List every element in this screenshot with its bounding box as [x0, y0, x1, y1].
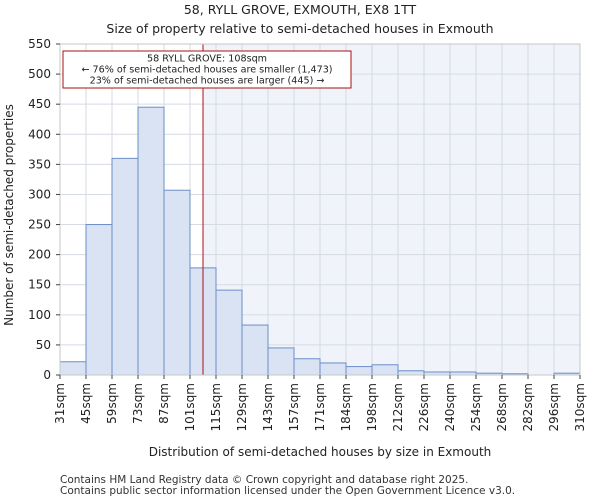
bar-198sqm: [371, 364, 399, 376]
bars: [59, 106, 581, 376]
bar-115sqm: [215, 289, 243, 376]
y-tick-label: 350: [28, 157, 51, 171]
annotation-box: [62, 50, 352, 89]
annotation-larger: 23% of semi-detached houses are larger (…: [90, 76, 325, 87]
x-tick-label: 143sqm: [261, 383, 275, 431]
x-tick-label: 157sqm: [287, 383, 301, 431]
y-tick-label: 450: [28, 97, 51, 111]
y-tick-label: 0: [43, 368, 51, 382]
bar-45sqm: [85, 224, 113, 376]
x-tick-label: 171sqm: [313, 383, 327, 431]
annotation-title: 58 RYLL GROVE: 108sqm: [147, 54, 267, 65]
x-tick-label: 115sqm: [209, 383, 223, 431]
x-axis-label: Distribution of semi-detached houses by …: [149, 445, 492, 459]
y-tick-label: 100: [28, 308, 51, 322]
bar-129sqm: [241, 324, 269, 376]
x-tick-label: 254sqm: [469, 383, 483, 431]
footer-line-1: Contains HM Land Registry data © Crown c…: [60, 474, 468, 486]
x-tick-label: 198sqm: [365, 383, 379, 431]
bar-184sqm: [345, 366, 373, 376]
x-tick-label: 59sqm: [105, 383, 119, 424]
y-tick-label: 200: [28, 248, 51, 262]
bar-171sqm: [319, 362, 347, 376]
y-tick-label: 300: [28, 187, 51, 201]
x-tick-label: 87sqm: [157, 383, 171, 424]
y-axis-label: Number of semi-detached properties: [2, 104, 16, 326]
x-tick-label: 45sqm: [79, 383, 93, 424]
y-tick-label: 400: [28, 127, 51, 141]
y-tick-label: 550: [28, 37, 51, 51]
larger-region-shading: [203, 44, 580, 375]
x-tick-label: 226sqm: [417, 383, 431, 431]
y-tick-label: 500: [28, 67, 51, 81]
x-tick-label: 184sqm: [339, 383, 353, 431]
x-tick-label: 101sqm: [183, 383, 197, 431]
bar-31sqm: [59, 361, 87, 376]
annotation-smaller: ← 76% of semi-detached houses are smalle…: [81, 65, 332, 76]
bar-212sqm: [397, 370, 425, 376]
bar-143sqm: [267, 347, 295, 376]
y-tick-label: 50: [36, 338, 51, 352]
x-tick-label: 212sqm: [391, 383, 405, 431]
bar-157sqm: [293, 358, 321, 376]
y-axis-ticks: 0 50 100 150 200 250 300 350 400 450 500 550: [28, 37, 60, 382]
x-tick-label: 282sqm: [521, 383, 535, 431]
chart-subtitle: Size of property relative to semi-detach…: [106, 21, 493, 36]
bar-73sqm: [137, 106, 165, 376]
bar-87sqm: [163, 189, 191, 376]
footer-line-2: Contains public sector information licen…: [60, 485, 515, 497]
x-tick-label: 268sqm: [495, 383, 509, 431]
x-tick-label: 240sqm: [443, 383, 457, 431]
x-tick-label: 73sqm: [131, 383, 145, 424]
x-axis-ticks: 31sqm 45sqm 59sqm 73sqm 87sqm 101sqm 115sqm 129…: [53, 375, 587, 431]
x-tick-label: 310sqm: [573, 383, 587, 431]
y-tick-label: 150: [28, 278, 51, 292]
y-tick-label: 250: [28, 218, 51, 232]
x-tick-label: 129sqm: [235, 383, 249, 431]
x-tick-label: 296sqm: [547, 383, 561, 431]
bar-59sqm: [111, 157, 139, 376]
chart-title: 58, RYLL GROVE, EXMOUTH, EX8 1TT: [184, 2, 417, 17]
x-tick-label: 31sqm: [53, 383, 67, 424]
